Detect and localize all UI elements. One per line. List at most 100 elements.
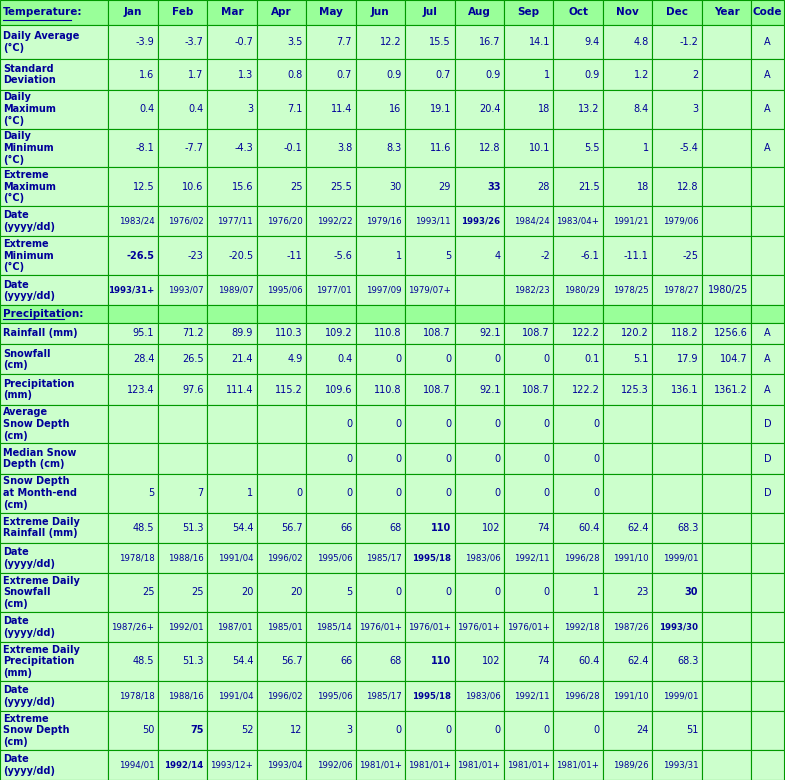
Bar <box>455 236 504 275</box>
Text: 62.4: 62.4 <box>627 523 649 533</box>
Bar <box>207 711 257 750</box>
Text: 125.3: 125.3 <box>621 385 649 395</box>
Bar <box>702 711 751 750</box>
Text: 1992/11: 1992/11 <box>514 553 550 562</box>
Text: 111.4: 111.4 <box>226 385 254 395</box>
Bar <box>306 168 356 206</box>
Text: 68.3: 68.3 <box>677 523 699 533</box>
Bar <box>702 543 751 573</box>
Bar <box>603 25 652 59</box>
Bar <box>306 444 356 473</box>
Bar <box>751 374 784 405</box>
Text: 1987/26: 1987/26 <box>613 622 649 631</box>
Text: 1996/28: 1996/28 <box>564 691 600 700</box>
Bar <box>306 473 356 512</box>
Text: 0: 0 <box>544 725 550 736</box>
Text: 48.5: 48.5 <box>133 523 155 533</box>
Text: 60.4: 60.4 <box>578 656 600 666</box>
Text: 0: 0 <box>396 419 402 429</box>
Text: 17.9: 17.9 <box>677 354 699 364</box>
Bar <box>207 573 257 612</box>
Bar <box>0 444 108 473</box>
Bar <box>702 405 751 444</box>
Bar <box>553 168 603 206</box>
Bar <box>108 573 158 612</box>
Text: 1978/27: 1978/27 <box>663 285 699 295</box>
Bar <box>356 512 405 543</box>
Bar <box>553 0 603 25</box>
Bar <box>603 323 652 344</box>
Text: 1: 1 <box>544 69 550 80</box>
Bar <box>158 543 207 573</box>
Text: 1992/06: 1992/06 <box>316 760 352 769</box>
Text: Daily Average
(°C): Daily Average (°C) <box>3 31 79 53</box>
Bar <box>356 344 405 374</box>
Text: 1996/02: 1996/02 <box>267 691 303 700</box>
Bar <box>306 0 356 25</box>
Text: Jul: Jul <box>422 8 437 17</box>
Text: 2: 2 <box>692 69 699 80</box>
Text: Rainfall (mm): Rainfall (mm) <box>3 328 78 339</box>
Text: 1979/06: 1979/06 <box>663 217 699 225</box>
Text: Date
(yyyy/dd): Date (yyyy/dd) <box>3 547 55 569</box>
Text: 18: 18 <box>538 104 550 114</box>
Text: 16: 16 <box>389 104 402 114</box>
Bar <box>553 59 603 90</box>
Bar <box>553 25 603 59</box>
Text: -2: -2 <box>540 251 550 261</box>
Text: Extreme Daily
Snowfall
(cm): Extreme Daily Snowfall (cm) <box>3 576 80 609</box>
Bar <box>108 612 158 642</box>
Bar <box>158 129 207 168</box>
Bar <box>751 25 784 59</box>
Text: 25: 25 <box>142 587 155 597</box>
Text: 0: 0 <box>346 419 352 429</box>
Bar <box>405 750 455 780</box>
Bar <box>751 444 784 473</box>
Bar <box>553 612 603 642</box>
Text: -0.7: -0.7 <box>235 37 254 48</box>
Bar <box>751 206 784 236</box>
Bar <box>504 168 553 206</box>
Bar <box>553 405 603 444</box>
Text: Date
(yyyy/dd): Date (yyyy/dd) <box>3 754 55 775</box>
Bar <box>108 168 158 206</box>
Bar <box>652 711 702 750</box>
Text: 108.7: 108.7 <box>423 385 451 395</box>
Bar <box>0 405 108 444</box>
Bar <box>553 306 603 323</box>
Text: Oct: Oct <box>568 8 588 17</box>
Bar <box>207 681 257 711</box>
Text: 18: 18 <box>637 182 649 192</box>
Text: 3.8: 3.8 <box>337 143 352 153</box>
Bar <box>207 275 257 306</box>
Bar <box>0 0 108 25</box>
Text: 20.4: 20.4 <box>479 104 501 114</box>
Text: 62.4: 62.4 <box>627 656 649 666</box>
Bar <box>603 0 652 25</box>
Bar <box>207 512 257 543</box>
Text: 1978/18: 1978/18 <box>119 553 155 562</box>
Bar <box>652 25 702 59</box>
Bar <box>108 59 158 90</box>
Bar <box>455 0 504 25</box>
Text: 56.7: 56.7 <box>281 523 303 533</box>
Text: 1992/11: 1992/11 <box>514 691 550 700</box>
Bar <box>158 168 207 206</box>
Bar <box>356 374 405 405</box>
Bar <box>0 129 108 168</box>
Text: 3: 3 <box>346 725 352 736</box>
Bar <box>652 405 702 444</box>
Bar <box>257 543 306 573</box>
Bar <box>108 236 158 275</box>
Bar <box>603 573 652 612</box>
Bar <box>702 344 751 374</box>
Bar <box>504 681 553 711</box>
Bar <box>603 405 652 444</box>
Bar <box>603 90 652 129</box>
Bar <box>158 473 207 512</box>
Text: 1992/22: 1992/22 <box>316 217 352 225</box>
Text: 1989/07: 1989/07 <box>217 285 254 295</box>
Bar <box>158 512 207 543</box>
Bar <box>553 323 603 344</box>
Bar <box>504 405 553 444</box>
